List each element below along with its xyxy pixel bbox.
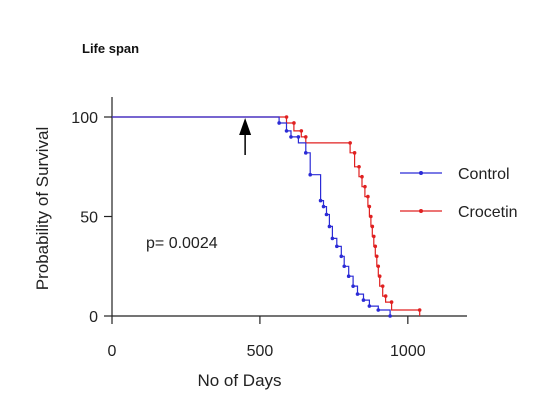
data-point-crocetin <box>373 244 378 249</box>
data-point-crocetin <box>370 224 375 229</box>
data-point-control <box>284 129 289 133</box>
y-tick-label: 50 <box>80 210 98 227</box>
x-axis: 0 500 1000 <box>108 315 467 360</box>
legend-swatch-marker <box>419 171 423 175</box>
data-point-control <box>367 304 372 308</box>
y-axis-title: Probability of Survival <box>33 127 52 290</box>
x-axis-title: No of Days <box>197 371 281 390</box>
data-point-control <box>318 198 323 203</box>
data-point-control <box>335 244 339 249</box>
data-point-control <box>361 298 366 302</box>
data-point-crocetin <box>367 204 372 209</box>
data-point-crocetin <box>377 274 382 279</box>
data-point-crocetin <box>417 308 422 312</box>
data-point-control <box>346 274 351 279</box>
data-point-control <box>351 284 355 288</box>
chart-title: Life span <box>82 41 140 56</box>
x-tick-label: 500 <box>247 343 274 360</box>
x-tick-label: 0 <box>108 343 117 360</box>
data-point-crocetin <box>360 174 364 179</box>
data-point-crocetin <box>357 164 361 169</box>
data-point-crocetin <box>374 254 379 259</box>
data-point-crocetin <box>383 294 388 298</box>
data-point-control <box>324 212 329 217</box>
data-point-crocetin <box>352 151 357 155</box>
y-tick-label: 100 <box>71 110 98 127</box>
y-axis: 0 50 100 <box>71 97 113 326</box>
data-point-control <box>321 204 326 209</box>
data-point-crocetin <box>372 234 376 239</box>
data-point-control <box>277 121 281 125</box>
data-point-crocetin <box>363 184 367 189</box>
data-point-control <box>355 292 360 296</box>
data-point-control <box>308 172 313 177</box>
series-line-control <box>112 116 391 316</box>
data-point-control <box>388 314 392 318</box>
data-point-control <box>376 308 381 312</box>
data-point-control <box>339 254 344 259</box>
data-point-crocetin <box>299 129 304 133</box>
series-control <box>112 116 392 318</box>
data-point-control <box>327 224 332 229</box>
legend: Control Crocetin <box>400 166 518 221</box>
legend-label-crocetin: Crocetin <box>458 204 518 221</box>
data-point-crocetin <box>369 214 373 219</box>
data-point-crocetin <box>292 121 296 125</box>
series-line-crocetin <box>112 116 421 316</box>
data-point-control <box>303 151 308 155</box>
data-point-control <box>342 264 347 269</box>
data-point-crocetin <box>380 284 385 288</box>
data-point-control <box>289 135 293 139</box>
arrow-marker <box>239 118 252 155</box>
data-point-crocetin <box>303 135 308 139</box>
legend-item-crocetin: Crocetin <box>400 204 518 221</box>
legend-label-control: Control <box>458 166 510 183</box>
legend-swatch-marker <box>419 209 423 213</box>
p-value-annotation: p= 0.0024 <box>146 235 218 252</box>
arrow-head <box>239 118 252 135</box>
data-point-crocetin <box>366 194 370 199</box>
legend-item-control: Control <box>400 166 510 183</box>
data-point-crocetin <box>284 115 289 119</box>
data-point-control <box>296 135 301 139</box>
data-point-crocetin <box>389 300 394 304</box>
data-point-crocetin <box>348 141 352 145</box>
data-point-control <box>330 236 335 241</box>
x-tick-label: 1000 <box>390 343 426 360</box>
data-point-crocetin <box>376 264 381 269</box>
series-layer <box>112 115 422 318</box>
y-tick-label: 0 <box>89 309 98 326</box>
series-crocetin <box>112 115 422 316</box>
